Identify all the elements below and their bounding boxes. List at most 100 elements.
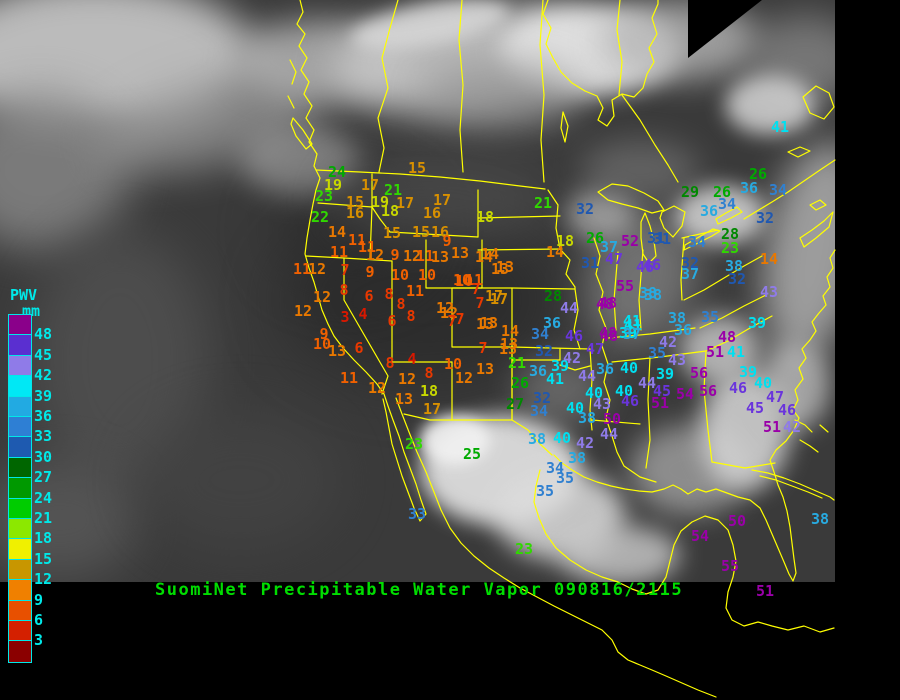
station-value: 29 xyxy=(680,183,700,201)
newfoundland xyxy=(802,85,835,120)
station-value: 13 xyxy=(450,244,470,262)
cloud-blob xyxy=(560,525,680,582)
nova-scotia xyxy=(799,211,834,248)
legend-color-box xyxy=(8,456,32,480)
station-value: 22 xyxy=(310,208,330,226)
station-value: 56 xyxy=(698,382,718,400)
station-value: 19 xyxy=(370,193,390,211)
station-value: 43 xyxy=(667,351,687,369)
station-value: 11 xyxy=(357,238,377,256)
coastline-gulf-us xyxy=(553,249,836,582)
missouri-river xyxy=(559,248,576,290)
station-value: 42 xyxy=(782,418,802,436)
station-value: 13 xyxy=(490,260,510,278)
station-value: 10 xyxy=(443,355,463,373)
station-value: 45 xyxy=(745,399,765,417)
station-value: 51 xyxy=(762,418,782,436)
station-value: 12 xyxy=(365,246,385,264)
station-value: 11 xyxy=(329,243,349,261)
station-value: 46 xyxy=(777,401,797,419)
station-value: 27 xyxy=(505,395,525,413)
station-value: 8 xyxy=(406,307,416,325)
cloud-blob xyxy=(680,315,760,385)
station-value: 39 xyxy=(655,365,675,383)
station-value: 40 xyxy=(584,384,604,402)
station-value: 44 xyxy=(637,374,657,392)
lake-michigan xyxy=(640,212,657,264)
legend-color-box xyxy=(8,579,32,602)
station-value: 39 xyxy=(747,314,767,332)
station-value: 17 xyxy=(432,191,452,209)
station-value: 7 xyxy=(478,339,488,357)
station-value: 32 xyxy=(727,270,747,288)
legend-color-box xyxy=(8,518,32,541)
legend-color-box xyxy=(8,375,32,398)
station-value: 48 xyxy=(598,324,618,342)
border-ms-al xyxy=(645,356,651,469)
legend-value-label: 3 xyxy=(34,631,44,650)
station-value: 46 xyxy=(728,379,748,397)
station-value: 4 xyxy=(407,350,417,368)
station-value: 7 xyxy=(340,261,350,279)
station-value: 28 xyxy=(543,287,563,305)
station-value: 12 xyxy=(435,299,455,317)
border-va-nc xyxy=(699,294,767,329)
border-sk-mb xyxy=(539,0,545,183)
station-value: 13 xyxy=(495,258,515,276)
station-value: 38 xyxy=(724,257,744,275)
station-value: 21 xyxy=(507,354,527,372)
station-value: 41 xyxy=(770,118,790,136)
border-tx-nm xyxy=(511,359,553,456)
station-value: 18 xyxy=(475,208,495,226)
station-value: 35 xyxy=(700,308,720,326)
station-value: 26 xyxy=(748,165,768,183)
station-value: 44 xyxy=(577,367,597,385)
station-value: 8 xyxy=(384,285,394,303)
border-in-oh xyxy=(638,249,644,331)
station-value: 10 xyxy=(454,272,474,290)
border-al-ga xyxy=(703,350,713,463)
border-ca-nv-diag xyxy=(343,257,389,395)
station-value: 40 xyxy=(565,399,585,417)
legend-value-label: 33 xyxy=(34,427,53,446)
station-value: 26 xyxy=(510,374,530,392)
station-value: 41 xyxy=(726,343,746,361)
bahamas xyxy=(794,419,829,453)
legend-value-label: 27 xyxy=(34,468,53,487)
station-value: 13 xyxy=(475,360,495,378)
station-value: 18 xyxy=(555,232,575,250)
border-ne-ks xyxy=(511,287,576,290)
legend-color-box xyxy=(8,538,32,561)
station-value: 14 xyxy=(545,243,565,261)
legend-color-box xyxy=(8,497,32,520)
cloud-blob xyxy=(725,75,815,135)
station-value: 38 xyxy=(667,309,687,327)
station-value: 41 xyxy=(623,316,643,334)
station-value: 23 xyxy=(514,540,534,558)
legend-color-box xyxy=(8,416,32,439)
station-value: 8 xyxy=(396,295,406,313)
station-value: 26 xyxy=(712,183,732,201)
cuba xyxy=(751,469,835,501)
station-value: 23 xyxy=(314,187,334,205)
station-value: 16 xyxy=(422,204,442,222)
station-value: 46 xyxy=(564,327,584,345)
legend-color-box xyxy=(8,640,32,663)
station-value: 56 xyxy=(689,364,709,382)
station-value: 48 xyxy=(717,328,737,346)
cloud-blob xyxy=(140,410,340,550)
coastline-mexico-gulf xyxy=(533,469,835,633)
station-value: 11 xyxy=(464,271,484,289)
station-value: 51 xyxy=(705,343,725,361)
station-value: 38 xyxy=(577,409,597,427)
station-value: 55 xyxy=(615,277,635,295)
station-value: 35 xyxy=(555,469,575,487)
station-value: 34 xyxy=(545,459,565,477)
legend-color-box xyxy=(8,436,32,459)
border-pa-n xyxy=(681,229,719,239)
station-value: 39 xyxy=(550,357,570,375)
lake-superior xyxy=(597,183,665,214)
station-value: 55 xyxy=(720,557,740,575)
border-tn-s xyxy=(611,350,707,363)
station-value: 12 xyxy=(397,370,417,388)
